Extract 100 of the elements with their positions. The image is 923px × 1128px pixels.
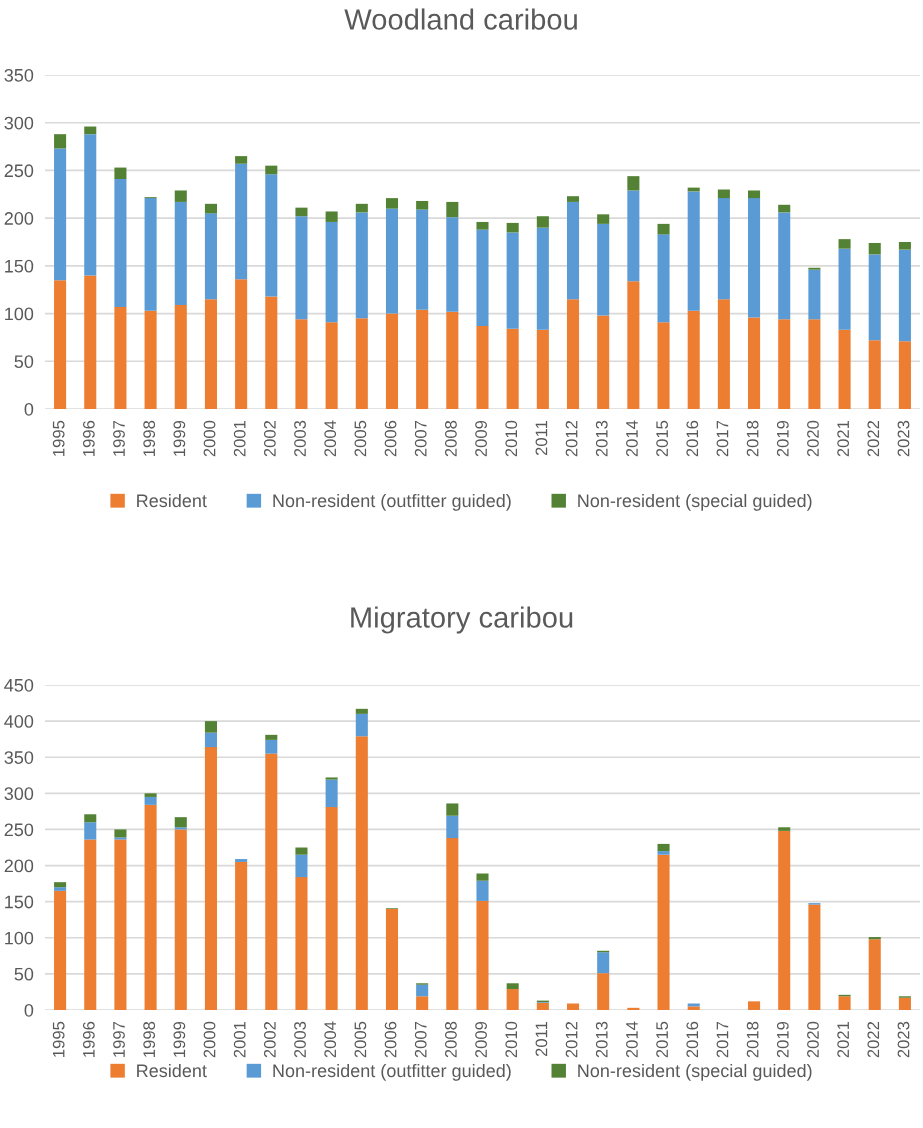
y-tick-label: 400 xyxy=(4,715,34,728)
bar xyxy=(84,275,97,409)
x-tick-label: 2012 xyxy=(565,420,578,457)
x-tick-label: 2006 xyxy=(384,1021,397,1058)
bar xyxy=(808,904,821,1010)
bar xyxy=(174,827,187,830)
bar xyxy=(325,221,338,323)
bar xyxy=(84,814,97,823)
bar xyxy=(84,839,97,1010)
bar xyxy=(748,1001,761,1010)
x-tick-label: 2013 xyxy=(595,1021,608,1058)
bar xyxy=(114,167,127,180)
x-tick-label: 2016 xyxy=(686,1021,699,1058)
bar xyxy=(597,952,610,974)
bar xyxy=(265,165,278,175)
x-tick-label: 1995 xyxy=(52,1021,65,1057)
bar xyxy=(838,996,851,1010)
bar xyxy=(295,216,308,320)
x-tick-label: 1995 xyxy=(52,420,65,456)
bar xyxy=(144,310,157,409)
bar xyxy=(627,190,640,282)
x-tick-label: 2019 xyxy=(776,420,789,457)
bar xyxy=(748,198,761,318)
bar xyxy=(355,736,368,1010)
chart-title: Migratory caribou xyxy=(351,606,573,634)
x-tick-label: 2017 xyxy=(716,1021,729,1058)
bar xyxy=(808,269,821,320)
x-tick-label: 2023 xyxy=(897,1021,910,1058)
bar xyxy=(204,721,217,733)
bar xyxy=(657,851,670,855)
x-tick-label: 2022 xyxy=(867,1021,880,1058)
x-tick-label: 1998 xyxy=(143,1021,156,1057)
bar xyxy=(446,815,459,839)
y-tick-label: 250 xyxy=(4,164,34,178)
bar xyxy=(114,829,127,838)
bar xyxy=(325,779,338,808)
x-tick-label: 1999 xyxy=(173,1021,186,1057)
x-tick-label: 2010 xyxy=(505,420,518,457)
y-tick-label: 300 xyxy=(4,116,34,130)
x-tick-label: 2009 xyxy=(475,1021,487,1058)
chart-title: Woodland caribou xyxy=(344,8,577,30)
bar xyxy=(265,296,278,409)
bar xyxy=(385,313,399,409)
bar xyxy=(446,217,459,312)
bar xyxy=(174,829,187,1010)
x-tick-label: 2004 xyxy=(324,1021,337,1058)
bar xyxy=(265,734,278,740)
bar xyxy=(868,340,881,409)
x-tick-label: 2005 xyxy=(354,420,367,457)
bar xyxy=(235,156,248,164)
x-tick-label: 2016 xyxy=(686,420,699,457)
bar xyxy=(446,201,459,218)
bar xyxy=(114,837,127,840)
bar xyxy=(657,322,670,409)
y-tick-label: 100 xyxy=(5,307,34,321)
bar xyxy=(416,984,429,997)
x-tick-label: 2012 xyxy=(565,1021,578,1058)
bar xyxy=(778,212,791,320)
x-tick-label: 2003 xyxy=(294,1021,306,1058)
bar xyxy=(416,309,429,409)
bar xyxy=(235,861,248,1010)
y-tick-label: 200 xyxy=(4,859,34,873)
bar xyxy=(416,209,429,310)
bar xyxy=(717,189,730,199)
bar xyxy=(385,198,399,209)
bar xyxy=(204,299,217,409)
x-tick-label: 2001 xyxy=(233,1021,246,1058)
bar xyxy=(416,200,429,210)
bar xyxy=(506,989,519,1010)
bar xyxy=(476,880,489,901)
bar xyxy=(536,227,549,330)
bar xyxy=(54,280,67,409)
bar xyxy=(355,318,368,409)
bar xyxy=(174,304,187,409)
bar xyxy=(748,190,761,199)
bar xyxy=(657,854,670,1010)
x-tick-label: 2003 xyxy=(294,420,306,457)
bar xyxy=(717,299,730,409)
legend-label: Non-resident (outfitter guided) xyxy=(273,1063,511,1081)
y-tick-label: 100 xyxy=(5,931,34,945)
bar xyxy=(506,983,519,990)
bar xyxy=(748,317,761,409)
bar xyxy=(235,163,248,280)
x-tick-label: 1996 xyxy=(82,420,95,456)
bar xyxy=(54,148,67,281)
bar xyxy=(446,838,459,1010)
bar xyxy=(144,796,157,805)
bar xyxy=(204,203,217,214)
bar xyxy=(597,973,610,1010)
bar xyxy=(385,908,399,1010)
bar xyxy=(778,827,791,831)
bar xyxy=(84,822,97,840)
x-tick-label: 2009 xyxy=(475,420,487,457)
x-tick-label: 2001 xyxy=(233,420,246,457)
y-tick-label: 150 xyxy=(5,895,34,909)
bar xyxy=(144,198,157,311)
y-tick-label: 250 xyxy=(4,823,34,837)
bar xyxy=(174,817,187,828)
x-tick-label: 2007 xyxy=(414,420,427,457)
legend-label: Resident xyxy=(137,1063,207,1078)
